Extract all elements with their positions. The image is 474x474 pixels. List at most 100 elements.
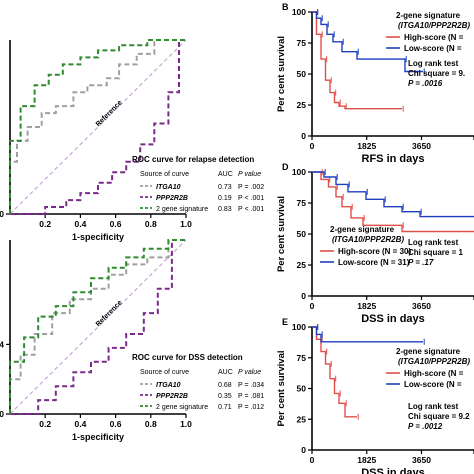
roc-dss-x-tick-label: 0.6 <box>110 419 122 429</box>
roc-dss-legend-title: ROC curve for DSS detection <box>132 353 243 362</box>
km-rfs-x-tick-label: 3650 <box>412 141 431 151</box>
roc-dss-reference-line <box>9 239 187 415</box>
km-dss-e-stats-line-0: Log rank test <box>408 402 459 411</box>
km-dss-legend-entry-0: High-score (N = 30) <box>338 247 411 256</box>
roc-dss-legend-entry-1: PPP2R2B <box>156 393 188 400</box>
roc-relapse-legend-header-source: Source of curve <box>140 171 189 178</box>
km-dss-y-tick-label: 50 <box>297 229 307 239</box>
roc-dss-y-tick-label: .4 <box>0 339 4 349</box>
km-dss-e-y-tick-label: 25 <box>297 414 307 424</box>
km-rfs-legend-title: 2-gene signature <box>396 11 461 20</box>
km-dss-e-legend-title: 2-gene signature <box>396 347 461 356</box>
roc-relapse-legend-entry-0: ITGA10 <box>156 184 181 191</box>
km-dss-e-x-tick-label: 0 <box>310 455 315 465</box>
km-rfs-curve-0 <box>312 11 402 110</box>
roc-relapse-legend-p-2: P < .001 <box>238 206 264 213</box>
km-dss-x-label: DSS in days <box>361 313 425 325</box>
km-dss-y-label: Per cent survival <box>276 196 287 272</box>
roc-relapse-curve-0 <box>9 39 186 214</box>
km-dss-y-tick-label: 100 <box>292 167 306 177</box>
km-rfs-x-label: RFS in days <box>362 153 425 165</box>
km-dss-e-y-tick-label: 75 <box>297 353 307 363</box>
roc-dss-legend-p-2: P = .012 <box>238 404 264 411</box>
km-dss-panel-letter: D <box>282 162 289 172</box>
km-dss-e-curve-1 <box>312 326 423 343</box>
roc-dss-x-tick-label: 0.2 <box>39 419 51 429</box>
roc-relapse-legend-auc-0: 0.73 <box>218 184 232 191</box>
km-rfs-y-tick-label: 75 <box>297 38 307 48</box>
roc-dss-legend-entry-2: 2 gene signature <box>156 404 208 411</box>
km-dss-e-x-tick-label: 1825 <box>357 455 376 465</box>
roc-dss-legend-entry-0: ITGA10 <box>156 382 181 389</box>
roc-relapse-legend-title: ROC curve for relapse detection <box>132 155 254 164</box>
roc-relapse-legend-entry-1: PPP2R2B <box>156 195 188 202</box>
km-dss-stats-line-2: P = .17 <box>408 258 434 267</box>
roc-relapse-x-label: 1-specificity <box>72 232 124 242</box>
roc-dss-reference-label: Reference <box>95 299 124 328</box>
km-rfs-stats-line-2: P = .0016 <box>408 79 443 88</box>
roc-relapse-x-tick-label: 0.8 <box>145 219 157 229</box>
km-dss-e-y-tick-label: 50 <box>297 384 307 394</box>
km-dss-e-y-tick-label: 100 <box>292 322 306 332</box>
km-dss-curve-1 <box>312 171 474 218</box>
km-dss-e-x-tick-label: 3650 <box>412 455 431 465</box>
roc-relapse-legend-auc-1: 0.19 <box>218 195 232 202</box>
roc-relapse-x-tick-label: 0.2 <box>39 219 51 229</box>
roc-relapse-reference-line <box>9 39 187 215</box>
km-dss-e-legend-entry-1: Low-score (N = <box>404 380 462 389</box>
roc-relapse-x-tick-label: 0.6 <box>110 219 122 229</box>
km-dss-stats-line-0: Log rank test <box>408 238 459 247</box>
roc-dss-legend-header-source: Source of curve <box>140 369 189 376</box>
roc-relapse-legend-p-0: P = .002 <box>238 184 264 191</box>
km-dss-curve-0 <box>312 171 474 233</box>
roc-relapse-legend-header-auc: AUC <box>218 171 233 178</box>
roc-relapse-y-tick-label: 0 <box>0 209 4 219</box>
roc-relapse-curve-2 <box>9 39 186 214</box>
roc-dss-curve-2 <box>9 239 186 414</box>
roc-dss-x-tick-label: 0.8 <box>145 419 157 429</box>
roc-dss-legend-p-0: P = .034 <box>238 382 264 389</box>
roc-relapse-reference-label: Reference <box>95 99 124 128</box>
roc-dss-x-tick-label: 0.4 <box>74 419 86 429</box>
km-dss-e-stats-line-2: P = .0012 <box>408 422 443 431</box>
km-dss-stats-line-1: Chi square = 1 <box>408 248 463 257</box>
km-dss-e-panel-letter: E <box>282 317 288 327</box>
km-rfs-legend-entry-0: High-score (N = <box>404 33 464 42</box>
km-rfs-y-label: Per cent survival <box>276 36 287 112</box>
roc-dss-legend-p-1: P = .081 <box>238 393 264 400</box>
km-rfs-panel-letter: B <box>282 2 289 12</box>
roc-relapse-legend-header-p: P value <box>238 171 261 178</box>
roc-dss-legend-header-auc: AUC <box>218 369 233 376</box>
km-dss-legend-subtitle: (ITGA10/PPP2R2B) <box>332 235 404 244</box>
roc-dss-legend-header-p: P value <box>238 369 261 376</box>
km-rfs-y-tick-label: 25 <box>297 100 307 110</box>
km-rfs-x-tick-label: 1825 <box>357 141 376 151</box>
roc-relapse-curve-1 <box>10 39 186 215</box>
km-dss-x-tick-label: 3650 <box>412 301 431 311</box>
km-rfs-y-tick-label: 0 <box>301 131 306 141</box>
roc-dss-legend-auc-0: 0.68 <box>218 382 232 389</box>
km-rfs-x-tick-label: 0 <box>310 141 315 151</box>
km-rfs-stats-line-0: Log rank test <box>408 59 459 68</box>
roc-dss-y-tick-label: 0 <box>0 409 4 419</box>
roc-relapse-legend-entry-2: 2 gene signature <box>156 206 208 213</box>
roc-relapse-x-tick-label: 1.0 <box>180 219 192 229</box>
roc-dss-legend-auc-1: 0.35 <box>218 393 232 400</box>
roc-relapse-x-tick-label: 0.4 <box>74 219 86 229</box>
km-rfs-y-tick-label: 100 <box>292 7 306 17</box>
km-dss-legend-title: 2-gene signature <box>330 225 395 234</box>
km-dss-e-legend-entry-0: High-score (N = <box>404 369 464 378</box>
km-dss-e-legend-subtitle: (ITGA10/PPP2R2B) <box>398 357 470 366</box>
km-dss-x-tick-label: 0 <box>310 301 315 311</box>
roc-relapse-legend-auc-2: 0.83 <box>218 206 232 213</box>
km-rfs-legend-entry-1: Low-score (N = <box>404 44 462 53</box>
km-dss-e-y-tick-label: 0 <box>301 445 306 455</box>
roc-dss-x-tick-label: 1.0 <box>180 419 192 429</box>
km-rfs-stats-line-1: Chi square = 9. <box>408 69 465 78</box>
roc-relapse-legend-p-1: P < .001 <box>238 195 264 202</box>
km-dss-e-stats-line-1: Chi square = 9.2 <box>408 412 470 421</box>
km-dss-legend-entry-1: Low-score (N = 31) <box>338 258 410 267</box>
km-rfs-curve-1 <box>312 11 423 73</box>
km-dss-y-tick-label: 75 <box>297 198 307 208</box>
